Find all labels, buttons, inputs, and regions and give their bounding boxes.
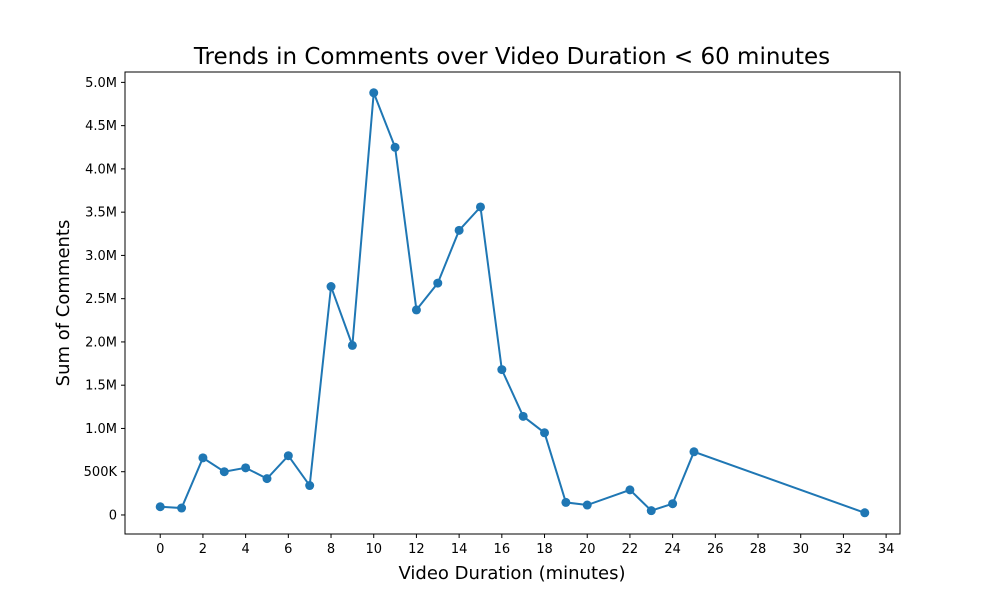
y-tick-label: 500K <box>84 465 118 480</box>
x-tick-label: 0 <box>156 542 164 557</box>
x-tick-label: 8 <box>327 542 335 557</box>
x-tick-label: 26 <box>707 542 724 557</box>
data-point <box>305 481 315 491</box>
x-tick-label: 16 <box>494 542 511 557</box>
y-tick-label: 3.5M <box>85 206 117 221</box>
data-point <box>475 202 485 212</box>
series-line <box>160 92 866 514</box>
x-tick-label: 34 <box>878 542 895 557</box>
chart-title: Trends in Comments over Video Duration <… <box>193 44 830 70</box>
data-point <box>625 485 635 495</box>
data-point <box>454 225 464 235</box>
data-point <box>390 142 400 152</box>
data-point <box>689 447 699 457</box>
y-tick-label: 4.5M <box>85 119 117 134</box>
x-tick-label: 10 <box>365 542 382 557</box>
y-tick-label: 1.5M <box>85 379 117 394</box>
y-tick-label: 3.0M <box>85 249 117 264</box>
data-point <box>177 503 187 513</box>
x-tick-label: 12 <box>408 542 425 557</box>
data-point <box>241 463 251 473</box>
x-tick-label: 24 <box>664 542 681 557</box>
series-layer <box>155 88 870 518</box>
data-point <box>540 428 550 438</box>
y-tick-label: 4.0M <box>85 162 117 177</box>
data-point <box>369 88 379 98</box>
plot-frame <box>124 71 901 535</box>
y-tick-label: 2.0M <box>85 335 117 350</box>
data-point <box>561 497 571 507</box>
y-axis-label: Sum of Comments <box>53 220 74 387</box>
data-point <box>668 499 678 509</box>
data-point <box>518 411 528 421</box>
data-point <box>860 508 870 518</box>
x-tick-label: 22 <box>622 542 639 557</box>
data-point <box>283 451 293 461</box>
x-tick-label: 32 <box>835 542 852 557</box>
y-tick-label: 1.0M <box>85 422 117 437</box>
data-point <box>198 453 208 463</box>
data-point <box>433 278 443 288</box>
y-axis-ticks: 0 500K 1.0M 1.5M 2.0M 2.5M 3.0M 3.5M 4.0M 4.5M 5.0… <box>84 76 125 523</box>
data-point <box>497 365 507 375</box>
x-axis-ticks: 0 2 4 6 8 10 12 14 16 18 20 22 24 26 28 30 32 34 <box>156 534 894 557</box>
x-tick-label: 20 <box>579 542 596 557</box>
x-axis-label: Video Duration (minutes) <box>399 563 626 584</box>
x-tick-label: 14 <box>451 542 468 557</box>
x-tick-label: 28 <box>750 542 767 557</box>
data-point <box>155 502 165 512</box>
data-point <box>646 506 656 516</box>
data-point <box>582 500 592 510</box>
x-tick-label: 2 <box>199 542 207 557</box>
data-point <box>411 305 421 315</box>
x-tick-label: 30 <box>792 542 809 557</box>
data-point <box>219 467 229 477</box>
y-tick-label: 5.0M <box>85 76 117 91</box>
y-tick-label: 2.5M <box>85 292 117 307</box>
data-point <box>347 340 357 350</box>
x-tick-label: 6 <box>284 542 292 557</box>
x-tick-label: 4 <box>241 542 249 557</box>
y-tick-label: 0 <box>109 508 117 523</box>
data-point <box>262 474 272 484</box>
x-tick-label: 18 <box>536 542 553 557</box>
data-point <box>326 282 336 292</box>
